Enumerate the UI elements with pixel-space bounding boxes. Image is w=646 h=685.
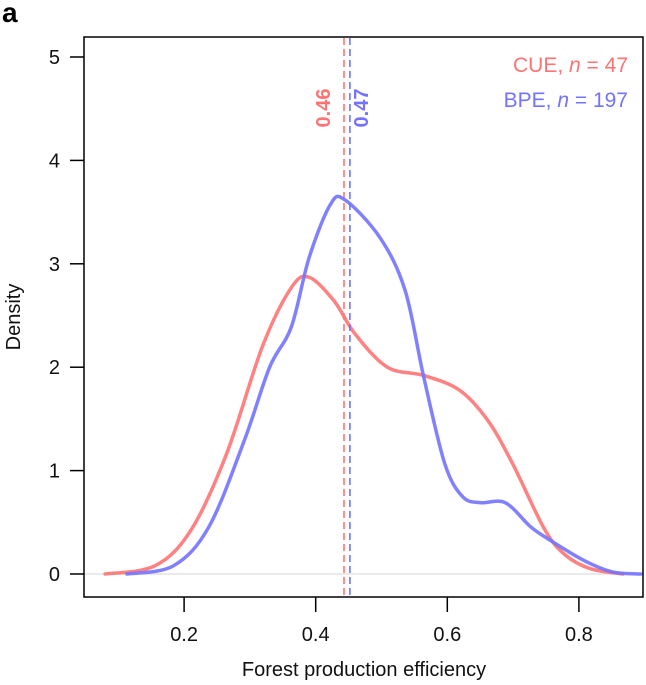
y-tick-label: 4 [49,150,60,172]
legend-n-symbol: n [557,89,569,112]
plot-frame [83,36,644,598]
panel-label: a [2,0,18,28]
x-axis-title: Forest production efficiency [242,659,486,681]
x-tick-label: 0.4 [302,624,330,646]
y-tick-label: 3 [49,254,60,276]
legend-count: = 47 [581,54,628,77]
x-tick-label: 0.6 [433,624,461,646]
y-tick-label: 5 [49,47,60,69]
bpe-density-curve [125,194,643,576]
y-tick-label: 1 [49,461,60,483]
x-tick-label: 0.2 [170,624,198,646]
legend: CUE, n = 47 BPE, n = 197 [504,54,628,112]
y-axis-title: Density [3,284,25,351]
y-tick-label: 0 [49,564,60,586]
bpe-mean-label: 0.47 [351,89,373,128]
x-tick-label: 0.8 [565,624,593,646]
legend-n-symbol: n [569,54,581,77]
y-tick-label: 2 [49,357,60,379]
legend-entry-bpe: BPE, n = 197 [504,89,628,112]
legend-entry-cue: CUE, n = 47 [513,54,628,77]
legend-count: = 197 [569,89,628,112]
cue-mean-label: 0.46 [313,89,335,128]
axes: 0 1 2 3 4 5 0.2 0.4 0.6 0.8 [49,47,593,646]
legend-name: BPE, [504,89,558,112]
plot-area: 0.46 0.47 [84,38,643,596]
cue-density-curve [103,274,625,576]
legend-name: CUE, [513,54,569,77]
